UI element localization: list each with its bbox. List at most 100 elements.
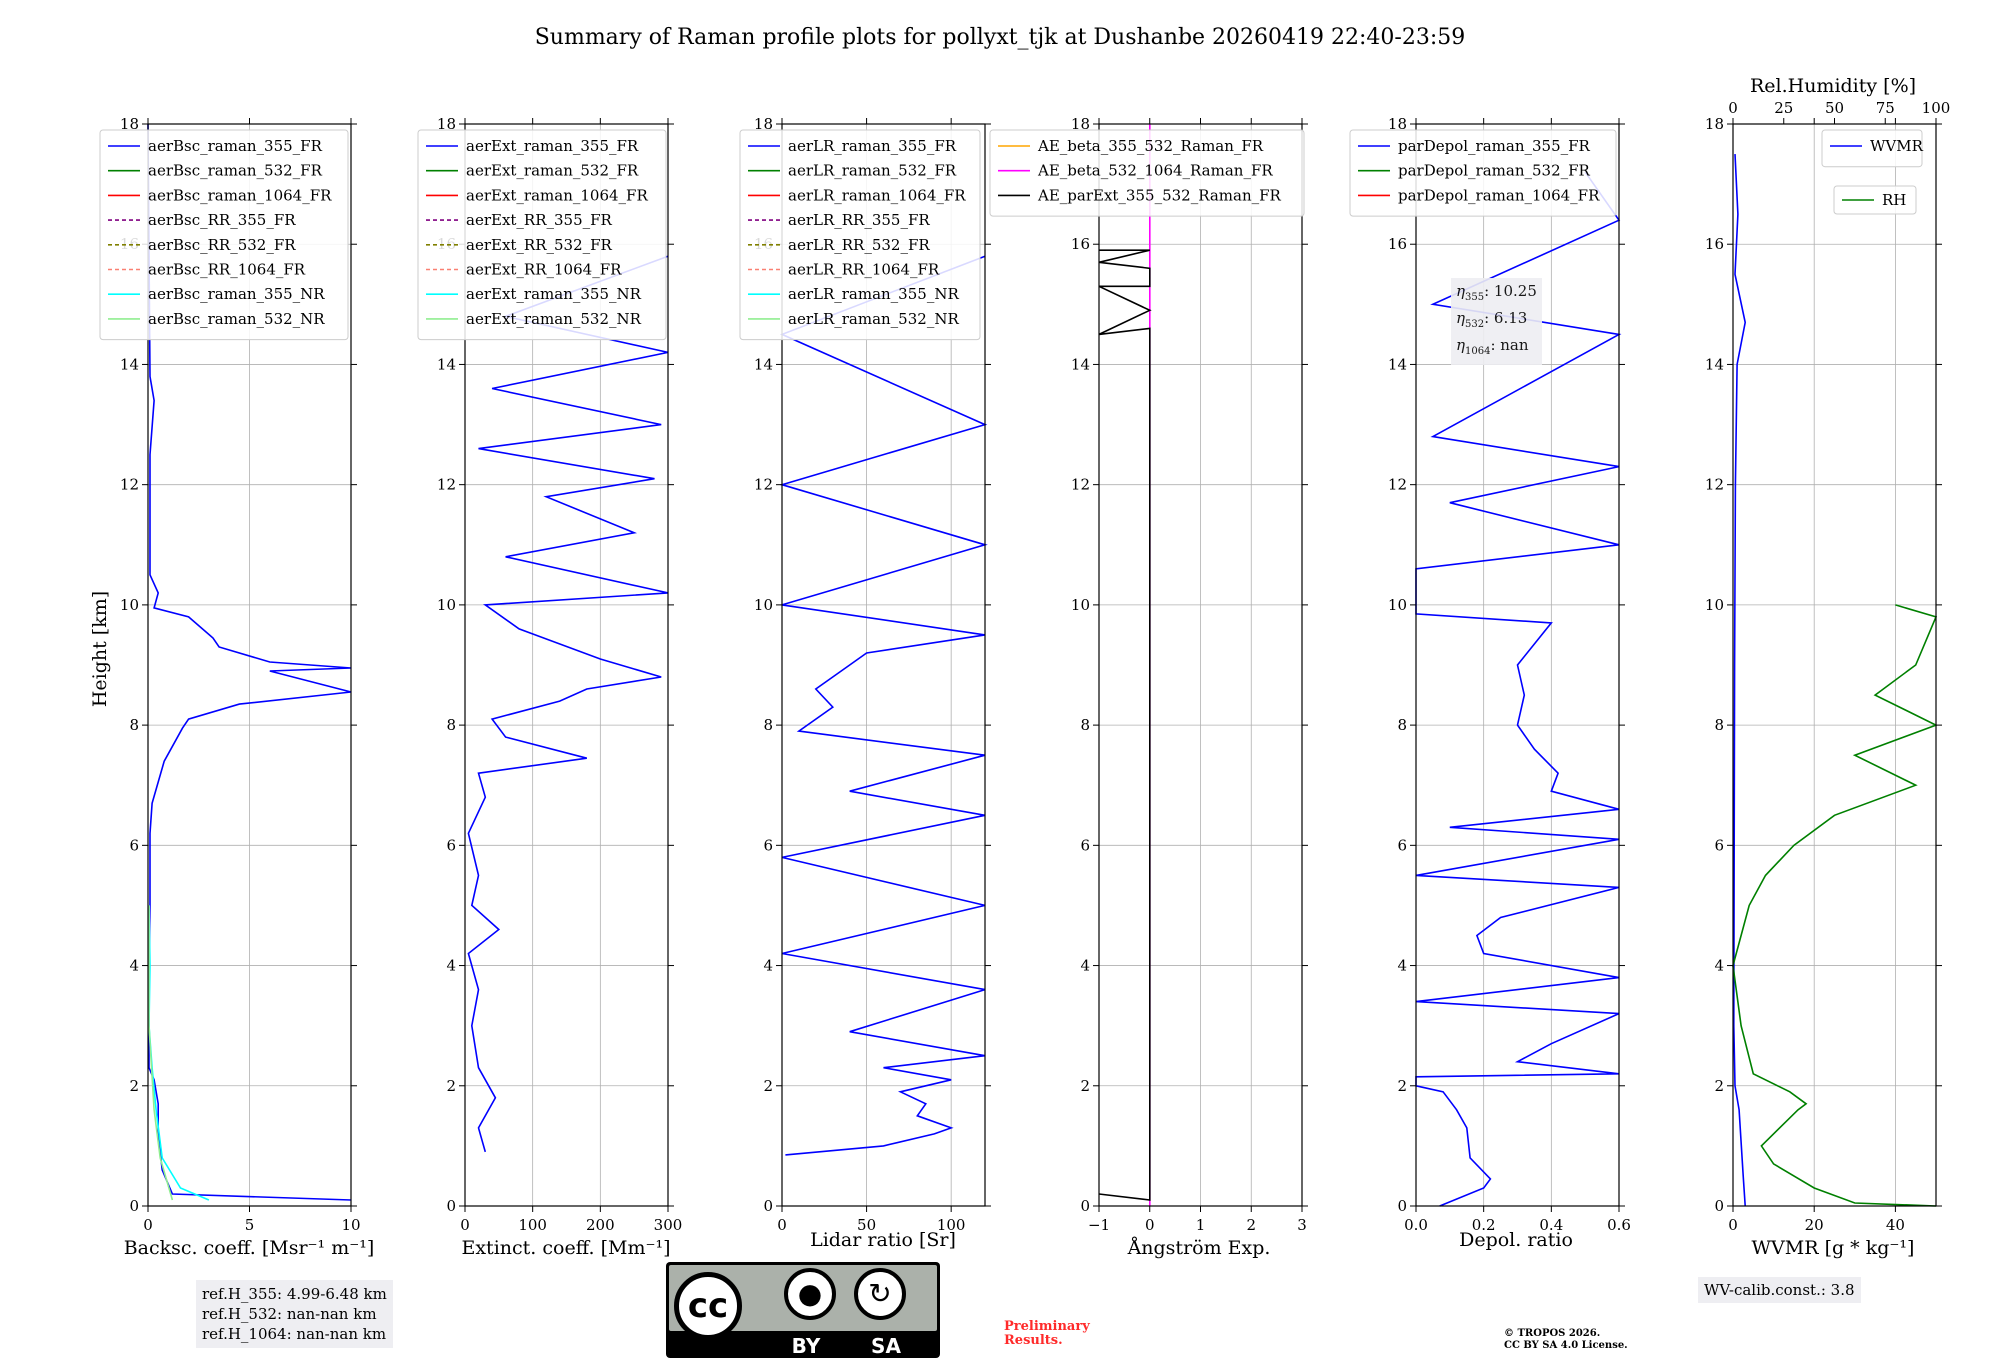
series-line-aerBsc_raman_532_NR: [148, 905, 174, 1201]
y-tick-label: 0: [1397, 1197, 1407, 1215]
legend-label: parDepol_raman_532_FR: [1398, 162, 1591, 180]
y-axis-label: Height [km]: [89, 591, 111, 707]
legend-label: aerBsc_RR_355_FR: [148, 211, 296, 229]
legend-label: aerBsc_raman_1064_FR: [148, 186, 332, 204]
y-tick-label: 12: [437, 476, 456, 494]
y-tick-label: 8: [1080, 716, 1090, 734]
figure-title: Summary of Raman profile plots for polly…: [535, 25, 1466, 50]
x-tick-label: 3: [1297, 1216, 1307, 1234]
y-tick-label: 10: [437, 596, 456, 614]
legend-label: aerBsc_RR_532_FR: [148, 236, 296, 254]
y-tick-label: 10: [1705, 596, 1724, 614]
x-tick-label: 0: [143, 1216, 153, 1234]
y-tick-label: 4: [1714, 957, 1724, 975]
legend-label: AE_beta_532_1064_Raman_FR: [1037, 162, 1273, 180]
y-tick-label: 16: [1705, 235, 1724, 253]
x-axis-label-angstrom: Ångström Exp.: [1127, 1237, 1271, 1259]
legend-label: aerBsc_raman_532_FR: [148, 162, 323, 180]
y-tick-label: 4: [763, 957, 773, 975]
series-line-aerLR_raman_355_FR: [779, 255, 988, 1156]
x-tick-label: 0.4: [1539, 1216, 1563, 1234]
plot-frame: [1098, 123, 1303, 1207]
legend-label: aerLR_RR_1064_FR: [788, 261, 940, 279]
legend-label: aerLR_raman_1064_FR: [788, 186, 966, 204]
y-tick-label: 8: [446, 716, 456, 734]
x-tick-label: 5: [245, 1216, 255, 1234]
legend-label: aerExt_raman_355_NR: [466, 285, 642, 303]
eta-1064: η1064: nan: [1456, 336, 1529, 357]
ref-height-1064: ref.H_1064: nan-nan km: [202, 1325, 387, 1343]
legend-box: [1349, 129, 1617, 217]
preliminary-note: Preliminary Results.: [1004, 1319, 1090, 1348]
x-tick-label: 100: [518, 1216, 547, 1234]
legend-label: aerLR_raman_355_FR: [788, 137, 957, 155]
y-tick-label: 2: [763, 1077, 773, 1095]
legend-label: aerLR_RR_532_FR: [788, 236, 930, 254]
y-tick-label: 2: [1714, 1077, 1724, 1095]
top-x-tick-label: 75: [1876, 99, 1895, 117]
y-tick-label: 12: [120, 476, 139, 494]
y-tick-label: 14: [120, 355, 139, 373]
y-tick-label: 2: [446, 1077, 456, 1095]
eta-355: η355: 10.25: [1456, 282, 1537, 303]
x-tick-label: −1: [1088, 1216, 1110, 1234]
legend-label: aerBsc_raman_355_NR: [148, 285, 325, 303]
x-tick-label: 0.0: [1404, 1216, 1428, 1234]
legend-label: parDepol_raman_1064_FR: [1398, 186, 1600, 204]
legend-label: parDepol_raman_355_FR: [1398, 137, 1591, 155]
y-tick-label: 2: [129, 1077, 139, 1095]
y-tick-label: 2: [1080, 1077, 1090, 1095]
x-axis-label-depol: Depol. ratio: [1459, 1229, 1573, 1251]
series-line-RH: [1732, 604, 1939, 1207]
plot-frame: [147, 123, 352, 1207]
y-tick-label: 6: [129, 836, 139, 854]
legend-label: aerExt_raman_1064_FR: [466, 186, 648, 204]
y-tick-label: 18: [1705, 115, 1724, 133]
series-line-aerExt_raman_355_FR: [467, 255, 669, 1153]
y-tick-label: 8: [1714, 716, 1724, 734]
y-tick-label: 6: [1714, 836, 1724, 854]
legend-label: aerExt_RR_532_FR: [466, 236, 613, 254]
cc-icon: cc: [674, 1272, 742, 1340]
legend-label: AE_beta_355_532_Raman_FR: [1037, 137, 1264, 155]
cc-sa-label: SA: [871, 1334, 901, 1358]
series-line-parDepol_raman_355_FR: [1415, 171, 1622, 1207]
x-tick-label: 20: [1805, 1216, 1824, 1234]
y-tick-label: 10: [120, 596, 139, 614]
wv-calib-box: WV-calib.const.: 3.8: [1698, 1277, 1861, 1303]
y-tick-label: 14: [1705, 355, 1724, 373]
y-tick-label: 4: [129, 957, 139, 975]
y-tick-label: 12: [1071, 476, 1090, 494]
y-tick-label: 10: [1071, 596, 1090, 614]
y-tick-label: 0: [1714, 1197, 1724, 1215]
y-tick-label: 10: [754, 596, 773, 614]
legend-box: [989, 129, 1305, 217]
y-tick-label: 16: [1071, 235, 1090, 253]
top-x-tick-label: 0: [1728, 99, 1738, 117]
y-tick-label: 12: [1388, 476, 1407, 494]
y-tick-label: 18: [1071, 115, 1090, 133]
x-tick-label: 0: [1728, 1216, 1738, 1234]
y-tick-label: 0: [446, 1197, 456, 1215]
y-tick-label: 0: [1080, 1197, 1090, 1215]
x-tick-label: 1: [1196, 1216, 1206, 1234]
x-axis-label-lidar-ratio: Lidar ratio [Sr]: [810, 1229, 956, 1251]
legend-label: AE_parExt_355_532_Raman_FR: [1037, 186, 1282, 204]
plot-frame: [1732, 123, 1937, 1207]
x-tick-label: 40: [1886, 1216, 1905, 1234]
legend-label: aerLR_RR_355_FR: [788, 211, 930, 229]
ref-height-532: ref.H_532: nan-nan km: [202, 1305, 377, 1323]
legend-label: aerBsc_RR_1064_FR: [148, 261, 306, 279]
panel-lidar-ratio: 024681012141618050100 Lidar ratio [Sr] a…: [739, 115, 991, 1251]
x-axis-label-extinction: Extinct. coeff. [Mm⁻¹]: [461, 1237, 670, 1259]
x-tick-label: 0.6: [1607, 1216, 1631, 1234]
cc-by-label: BY: [791, 1334, 821, 1358]
top-x-tick-label: 50: [1825, 99, 1844, 117]
panel-depol: 0 2 4 6 8 10 12 14 16 18 0.0 0.2 0.4 0.6 Depol. ratio…: [1349, 115, 1631, 1251]
x-tick-label: 2: [1246, 1216, 1256, 1234]
y-tick-label: 8: [129, 716, 139, 734]
panel-extinction: 0246810121416180100200300 Extinct. coeff…: [417, 115, 682, 1259]
y-tick-label: 4: [1397, 957, 1407, 975]
x-axis-label-backscatter: Backsc. coeff. [Msr⁻¹ m⁻¹]: [124, 1237, 375, 1259]
